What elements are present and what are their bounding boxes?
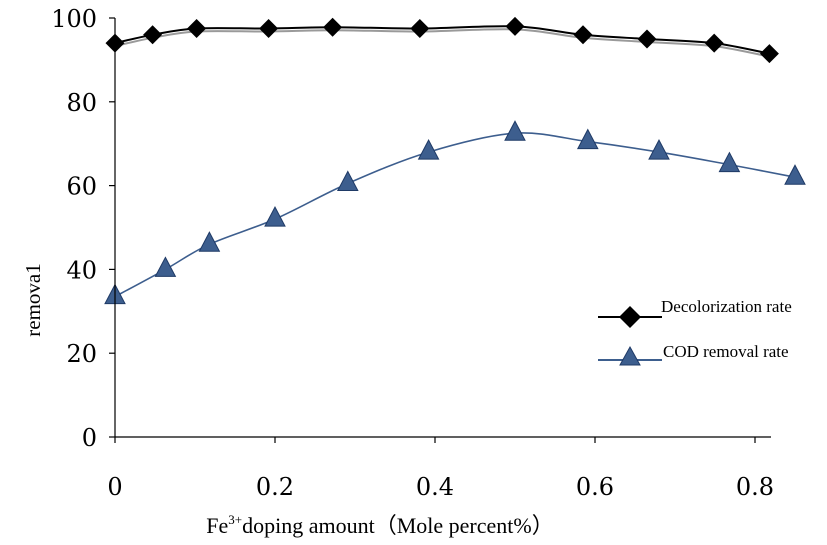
- legend-diamond-marker: [619, 306, 641, 328]
- legend: Decolorization rate COD removal rate: [598, 297, 792, 366]
- x-tick-label: 0: [107, 473, 122, 501]
- cod-point: [648, 139, 670, 160]
- y-tick-label: 20: [66, 340, 97, 368]
- cod-point: [154, 256, 177, 277]
- decolorization-point: [505, 16, 525, 36]
- decolorization-point: [410, 18, 430, 38]
- x-tick-label: 0.8: [736, 473, 774, 501]
- decolorization-point: [704, 33, 724, 53]
- cod-point: [336, 170, 359, 192]
- y-tick-label: 0: [82, 424, 97, 452]
- series-line-shadow: [114, 28, 770, 58]
- x-axis-title-superscript: 3+: [228, 512, 242, 527]
- decolorization-point: [637, 29, 657, 49]
- decolorization-point: [187, 18, 207, 38]
- decolorization-point: [759, 44, 779, 64]
- y-axis-title: remova1: [21, 263, 45, 336]
- cod-point: [264, 206, 286, 227]
- cod-point: [576, 128, 599, 150]
- x-tick-label: 0.2: [256, 473, 294, 501]
- x-axis-title-suffix: doping amount（Mole percent%）: [242, 513, 554, 538]
- x-tick-label: 0.6: [576, 473, 614, 501]
- x-axis-title-prefix: Fe: [206, 513, 228, 538]
- y-tick-label: 40: [66, 256, 97, 284]
- y-tick-label: 80: [66, 89, 97, 117]
- x-tick-label: 0.4: [416, 473, 454, 501]
- legend-item-decolorization: Decolorization rate: [598, 297, 792, 328]
- cod-point: [504, 120, 526, 141]
- legend-item-cod: COD removal rate: [598, 342, 789, 366]
- decolorization-point: [323, 17, 343, 37]
- legend-label-decolorization: Decolorization rate: [661, 297, 792, 316]
- legend-triangle-marker: [619, 345, 641, 366]
- y-tick-label: 60: [66, 173, 97, 201]
- cod-point: [718, 151, 741, 173]
- decolorization-point: [259, 18, 279, 38]
- cod-point: [417, 139, 440, 160]
- y-tick-label: 100: [51, 5, 97, 33]
- cod-point: [784, 164, 806, 185]
- x-axis-title: Fe3+doping amount（Mole percent%）: [206, 512, 553, 538]
- series-line-cod: [114, 132, 796, 298]
- cod-point: [198, 231, 221, 252]
- legend-label-cod: COD removal rate: [663, 342, 789, 361]
- decolorization-point: [573, 25, 593, 45]
- decolorization-point: [143, 25, 163, 45]
